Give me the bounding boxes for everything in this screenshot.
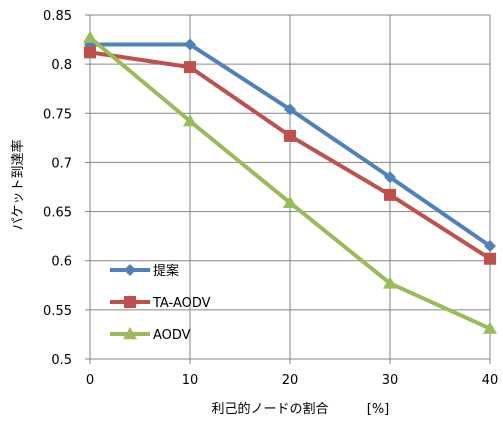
data-point <box>184 61 196 74</box>
y-tick-label: 0.85 <box>43 9 72 24</box>
series-2 <box>83 30 497 334</box>
axes: 0.5 0.55 0.6 0.65 0.7 0.75 0.8 0.85 0 10 20 30 40 <box>43 9 498 388</box>
data-point <box>284 103 296 116</box>
x-tick-label: 30 <box>382 373 399 388</box>
y-tick-label: 0.65 <box>43 206 72 221</box>
x-axis-title: 利己的ノードの割合 <box>211 401 328 417</box>
y-tick-label: 0.6 <box>51 255 72 270</box>
legend-item: AODV <box>110 327 191 343</box>
data-point <box>184 38 196 51</box>
y-axis-title: パケット到達率 <box>10 139 26 230</box>
data-point <box>283 195 297 208</box>
data-point <box>383 276 397 289</box>
data-point <box>384 188 396 201</box>
series-0 <box>84 38 496 252</box>
data-point <box>384 171 396 184</box>
data-point <box>484 239 496 252</box>
data-point <box>84 46 96 59</box>
legend-marker <box>124 296 136 308</box>
data-point <box>183 114 197 127</box>
x-tick-label: 40 <box>482 373 499 388</box>
y-tick-label: 0.8 <box>51 58 72 73</box>
legend-label: AODV <box>153 328 191 343</box>
legend-item: 提案 <box>110 263 179 279</box>
x-tick-label: 10 <box>182 373 199 388</box>
x-tick-label: 20 <box>282 373 299 388</box>
legend: 提案 TA-AODV AODV <box>110 263 211 343</box>
data-point <box>483 321 497 334</box>
x-axis-unit: [%] <box>367 402 390 417</box>
legend-marker <box>123 327 137 340</box>
data-point <box>83 30 97 43</box>
legend-label: 提案 <box>153 263 179 279</box>
legend-label: TA-AODV <box>152 296 211 311</box>
grid <box>90 14 491 359</box>
y-tick-label: 0.5 <box>51 353 72 368</box>
series-1 <box>84 46 496 265</box>
y-tick-label: 0.75 <box>43 107 72 122</box>
legend-item: TA-AODV <box>110 296 211 311</box>
data-point <box>484 252 496 265</box>
x-tick-label: 0 <box>86 373 94 388</box>
series <box>83 30 497 334</box>
y-tick-label: 0.7 <box>51 156 72 171</box>
legend-marker <box>124 264 136 276</box>
y-tick-label: 0.55 <box>43 304 72 319</box>
data-point <box>284 129 296 142</box>
